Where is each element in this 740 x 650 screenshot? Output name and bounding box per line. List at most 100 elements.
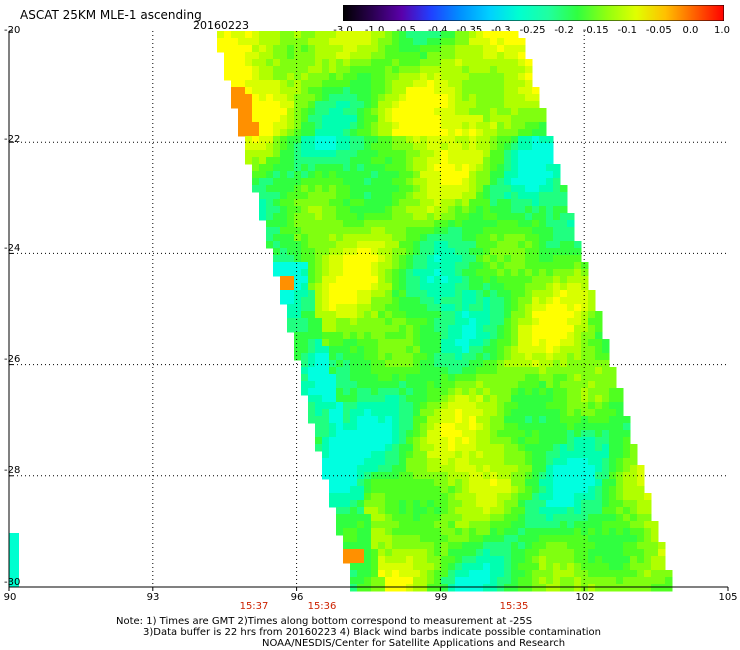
swath-pixel [504, 318, 512, 326]
swath-pixel [399, 45, 407, 53]
swath-pixel [434, 556, 442, 564]
swath-pixel [357, 318, 365, 326]
swath-pixel [273, 31, 281, 39]
swath-pixel [392, 290, 400, 298]
swath-pixel [560, 584, 568, 592]
swath-pixel [343, 94, 351, 102]
swath-pixel [343, 108, 351, 116]
swath-pixel [553, 220, 561, 228]
swath-pixel [350, 374, 358, 382]
swath-pixel [350, 157, 358, 165]
swath-pixel [322, 444, 330, 452]
swath-pixel [252, 59, 260, 67]
swath-pixel [560, 563, 568, 571]
swath-pixel [448, 563, 456, 571]
swath-pixel [609, 395, 617, 403]
swath-pixel [539, 465, 547, 473]
swath-pixel [511, 339, 519, 347]
swath-pixel [315, 220, 323, 228]
swath-pixel [602, 346, 610, 354]
swath-pixel [392, 129, 400, 137]
swath-pixel [455, 339, 463, 347]
swath-pixel [343, 304, 351, 312]
swath-pixel [539, 297, 547, 305]
swath-pixel [336, 283, 344, 291]
swath-pixel [336, 500, 344, 508]
swath-pixel [490, 171, 498, 179]
swath-pixel [441, 444, 449, 452]
swath-pixel [357, 339, 365, 347]
swath-pixel [553, 290, 561, 298]
swath-pixel [413, 311, 421, 319]
swath-pixel [399, 304, 407, 312]
swath-pixel [336, 185, 344, 193]
swath-pixel [448, 353, 456, 361]
swath-pixel [427, 542, 435, 550]
swath-pixel [294, 262, 302, 270]
swath-pixel [525, 304, 533, 312]
swath-pixel [504, 367, 512, 375]
swath-pixel [266, 45, 274, 53]
swath-pixel [245, 122, 253, 130]
swath-pixel [413, 528, 421, 536]
swath-pixel [553, 584, 561, 592]
swath-pixel [455, 276, 463, 284]
swath-pixel [483, 304, 491, 312]
swath-pixel [462, 332, 470, 340]
swath-pixel [392, 248, 400, 256]
swath-pixel [525, 318, 533, 326]
swath-pixel [406, 80, 414, 88]
swath-pixel [581, 381, 589, 389]
swath-pixel [602, 542, 610, 550]
swath-pixel [581, 549, 589, 557]
swath-pixel [238, 73, 246, 81]
swath-pixel [315, 73, 323, 81]
swath-pixel [539, 542, 547, 550]
swath-pixel [378, 458, 386, 466]
swath-pixel [525, 94, 533, 102]
swath-pixel [595, 458, 603, 466]
swath-pixel [469, 45, 477, 53]
swath-pixel [462, 311, 470, 319]
swath-pixel [665, 577, 673, 585]
swath-pixel [497, 143, 505, 151]
swath-pixel [476, 542, 484, 550]
swath-pixel [497, 171, 505, 179]
swath-pixel [350, 451, 358, 459]
swath-pixel [280, 80, 288, 88]
swath-pixel [287, 248, 295, 256]
swath-pixel [525, 332, 533, 340]
swath-pixel [413, 346, 421, 354]
swath-pixel [301, 192, 309, 200]
swath-pixel [280, 213, 288, 221]
swath-pixel [301, 227, 309, 235]
swath-pixel [448, 472, 456, 480]
swath-pixel [581, 458, 589, 466]
swath-pixel [329, 241, 337, 249]
swath-pixel [574, 353, 582, 361]
swath-pixel [665, 570, 673, 578]
swath-pixel [371, 206, 379, 214]
swath-pixel [371, 507, 379, 515]
swath-pixel [560, 577, 568, 585]
swath-pixel [497, 311, 505, 319]
swath-pixel [637, 577, 645, 585]
swath-pixel [609, 528, 617, 536]
swath-pixel [462, 136, 470, 144]
swath-pixel [469, 486, 477, 494]
swath-pixel [462, 38, 470, 46]
swath-pixel [350, 458, 358, 466]
swath-pixel [329, 38, 337, 46]
swath-pixel [420, 150, 428, 158]
swath-pixel [448, 38, 456, 46]
swath-pixel [518, 584, 526, 592]
swath-pixel [343, 381, 351, 389]
swath-pixel [511, 318, 519, 326]
swath-pixel [322, 206, 330, 214]
swath-pixel [252, 80, 260, 88]
swath-pixel [301, 220, 309, 228]
swath-pixel [518, 199, 526, 207]
swath-pixel [504, 311, 512, 319]
swath-pixel [546, 283, 554, 291]
swath-pixel [574, 409, 582, 417]
